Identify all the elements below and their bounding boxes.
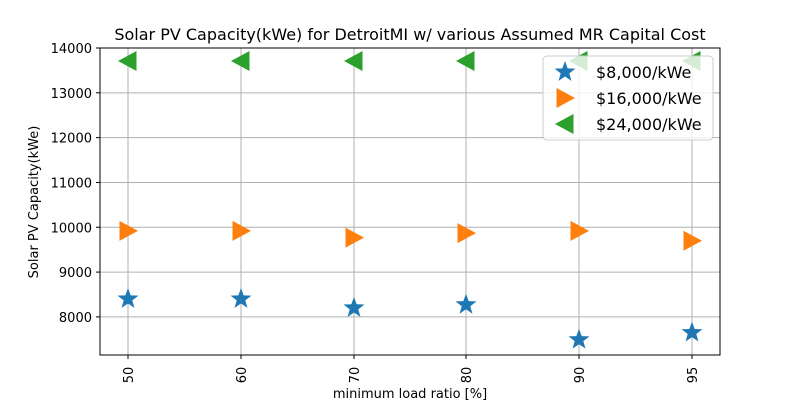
- y-axis-label: Solar PV Capacity(kWe): [27, 126, 42, 279]
- point-series-0-5: [681, 321, 703, 342]
- legend-label-2: $24,000/kWe: [596, 115, 702, 134]
- point-series-1-4: [570, 220, 589, 241]
- legend: $8,000/kWe $16,000/kWe $24,000/kWe: [542, 55, 714, 141]
- point-series-2-1: [231, 50, 250, 71]
- y-tick-label-6: 14000: [51, 42, 92, 57]
- point-series-1-5: [683, 230, 702, 251]
- point-series-2-3: [456, 50, 475, 71]
- point-series-2-0: [118, 50, 137, 71]
- point-series-1-1: [232, 220, 251, 241]
- point-series-0-0: [117, 287, 139, 308]
- x-tick-label-3: 80: [460, 367, 475, 384]
- point-series-1-0: [119, 220, 138, 241]
- x-tick-label-0: 50: [122, 367, 137, 384]
- y-tick-label-3: 11000: [51, 176, 92, 191]
- legend-marker-1: [556, 88, 575, 108]
- y-tick-label-4: 12000: [51, 132, 92, 147]
- x-tick-label-1: 60: [235, 367, 250, 384]
- x-tick-label-2: 70: [348, 367, 363, 384]
- chart-title: Solar PV Capacity(kWe) for DetroitMI w/ …: [114, 25, 705, 44]
- legend-label-0: $8,000/kWe: [596, 63, 691, 82]
- point-series-0-2: [343, 296, 365, 317]
- point-series-1-3: [457, 223, 476, 244]
- x-tick-label-4: 90: [573, 367, 588, 384]
- point-series-1-2: [345, 227, 364, 248]
- y-tick-label-2: 10000: [51, 221, 92, 236]
- x-tick-label-5: 95: [686, 367, 701, 384]
- legend-marker-0: [554, 61, 576, 81]
- legend-box: [542, 55, 714, 141]
- y-tick-label-5: 13000: [51, 87, 92, 102]
- y-tick-label-1: 9000: [59, 266, 92, 281]
- point-series-0-4: [568, 328, 590, 349]
- legend-label-1: $16,000/kWe: [596, 89, 702, 108]
- point-series-2-2: [344, 50, 363, 71]
- point-series-0-3: [455, 293, 477, 314]
- plot-area: [99, 47, 721, 356]
- y-axis: 8000 9000 10000 11000 12000 13000 14000: [51, 42, 100, 326]
- y-tick-label-0: 8000: [59, 311, 92, 326]
- legend-marker-2: [555, 114, 574, 134]
- x-axis-label: minimum load ratio [%]: [333, 387, 487, 400]
- point-series-0-1: [230, 287, 252, 308]
- x-axis: 50 60 70 80 90 95: [122, 355, 701, 383]
